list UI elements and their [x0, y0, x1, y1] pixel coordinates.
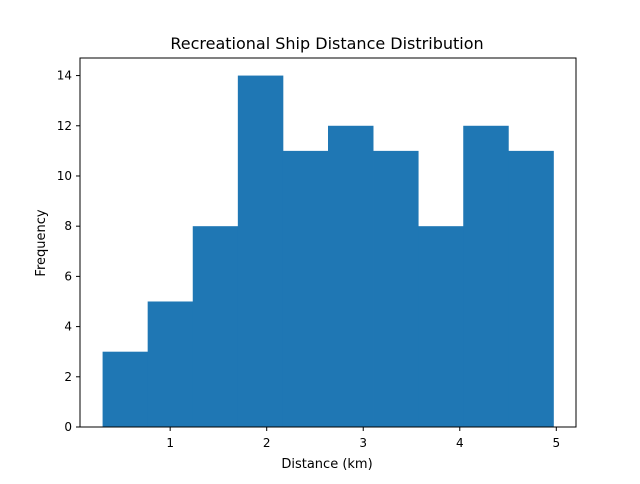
y-axis-label: Frequency — [34, 209, 49, 276]
x-tick-label: 3 — [359, 436, 367, 450]
histogram-bar — [508, 150, 554, 427]
plot-frame — [79, 57, 577, 428]
chart-title: Recreational Ship Distance Distribution — [170, 34, 483, 53]
histogram-bar — [237, 75, 284, 428]
y-tick-label: 10 — [57, 169, 72, 183]
bars-group — [102, 75, 554, 428]
histogram-bar — [192, 226, 239, 427]
y-tick-label: 6 — [64, 269, 72, 283]
y-tick-label: 0 — [64, 420, 72, 434]
y-tick-label: 12 — [57, 119, 72, 133]
histogram-bar — [328, 125, 374, 427]
x-axis-ticks: 1 2 3 4 5 — [166, 427, 560, 450]
y-axis-ticks: 0 2 4 6 8 10 12 14 — [57, 69, 80, 434]
histogram-bar — [463, 125, 509, 427]
y-tick-label: 14 — [57, 69, 72, 83]
histogram-bar — [147, 301, 194, 427]
x-tick-label: 4 — [456, 436, 464, 450]
x-tick-label: 1 — [166, 436, 174, 450]
y-tick-label: 2 — [64, 370, 72, 384]
histogram-bar — [282, 150, 329, 427]
histogram-bar — [373, 150, 419, 427]
histogram-bar — [102, 351, 149, 427]
histogram-bar — [418, 226, 464, 427]
y-tick-label: 4 — [64, 320, 72, 334]
x-tick-label: 5 — [552, 436, 560, 450]
x-tick-label: 2 — [263, 436, 271, 450]
y-tick-label: 8 — [64, 219, 72, 233]
x-axis-label: Distance (km) — [281, 457, 372, 472]
